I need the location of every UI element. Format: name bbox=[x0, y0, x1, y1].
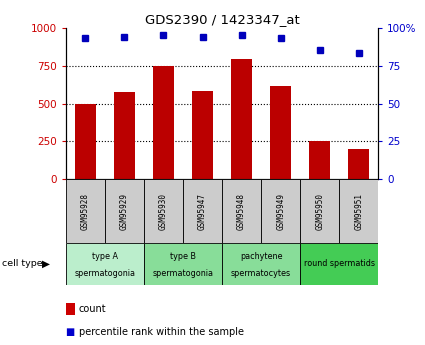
Title: GDS2390 / 1423347_at: GDS2390 / 1423347_at bbox=[144, 13, 300, 27]
Bar bbox=[66, 179, 105, 243]
Text: type A: type A bbox=[92, 253, 118, 262]
Text: GSM95948: GSM95948 bbox=[237, 193, 246, 230]
Bar bbox=[114, 92, 135, 179]
Text: ▶: ▶ bbox=[42, 259, 50, 269]
Bar bbox=[153, 66, 174, 179]
Bar bbox=[300, 179, 339, 243]
Bar bbox=[192, 91, 213, 179]
Bar bbox=[183, 179, 222, 243]
Bar bbox=[222, 179, 261, 243]
Text: spermatocytes: spermatocytes bbox=[231, 268, 291, 277]
Text: GSM95929: GSM95929 bbox=[120, 193, 129, 230]
Text: pachytene: pachytene bbox=[240, 253, 282, 262]
Text: spermatogonia: spermatogonia bbox=[153, 268, 213, 277]
Text: type B: type B bbox=[170, 253, 196, 262]
Text: GSM95951: GSM95951 bbox=[354, 193, 363, 230]
Text: GSM95949: GSM95949 bbox=[276, 193, 285, 230]
Text: GSM95950: GSM95950 bbox=[315, 193, 324, 230]
Bar bbox=[66, 243, 144, 285]
Text: count: count bbox=[79, 304, 106, 314]
Bar bbox=[144, 243, 222, 285]
Text: cell type: cell type bbox=[2, 259, 43, 268]
Bar bbox=[309, 141, 330, 179]
Bar bbox=[222, 243, 300, 285]
Bar bbox=[105, 179, 144, 243]
Text: GSM95928: GSM95928 bbox=[81, 193, 90, 230]
Text: ■: ■ bbox=[65, 327, 74, 336]
Bar bbox=[270, 86, 292, 179]
Bar bbox=[144, 179, 183, 243]
Bar bbox=[339, 179, 378, 243]
Bar bbox=[348, 149, 369, 179]
Bar bbox=[75, 104, 96, 179]
Text: GSM95947: GSM95947 bbox=[198, 193, 207, 230]
Text: GSM95930: GSM95930 bbox=[159, 193, 168, 230]
Text: percentile rank within the sample: percentile rank within the sample bbox=[79, 327, 244, 336]
Bar bbox=[231, 59, 252, 179]
Bar bbox=[261, 179, 300, 243]
Bar bbox=[300, 243, 378, 285]
Text: round spermatids: round spermatids bbox=[304, 259, 375, 268]
Text: spermatogonia: spermatogonia bbox=[74, 268, 136, 277]
